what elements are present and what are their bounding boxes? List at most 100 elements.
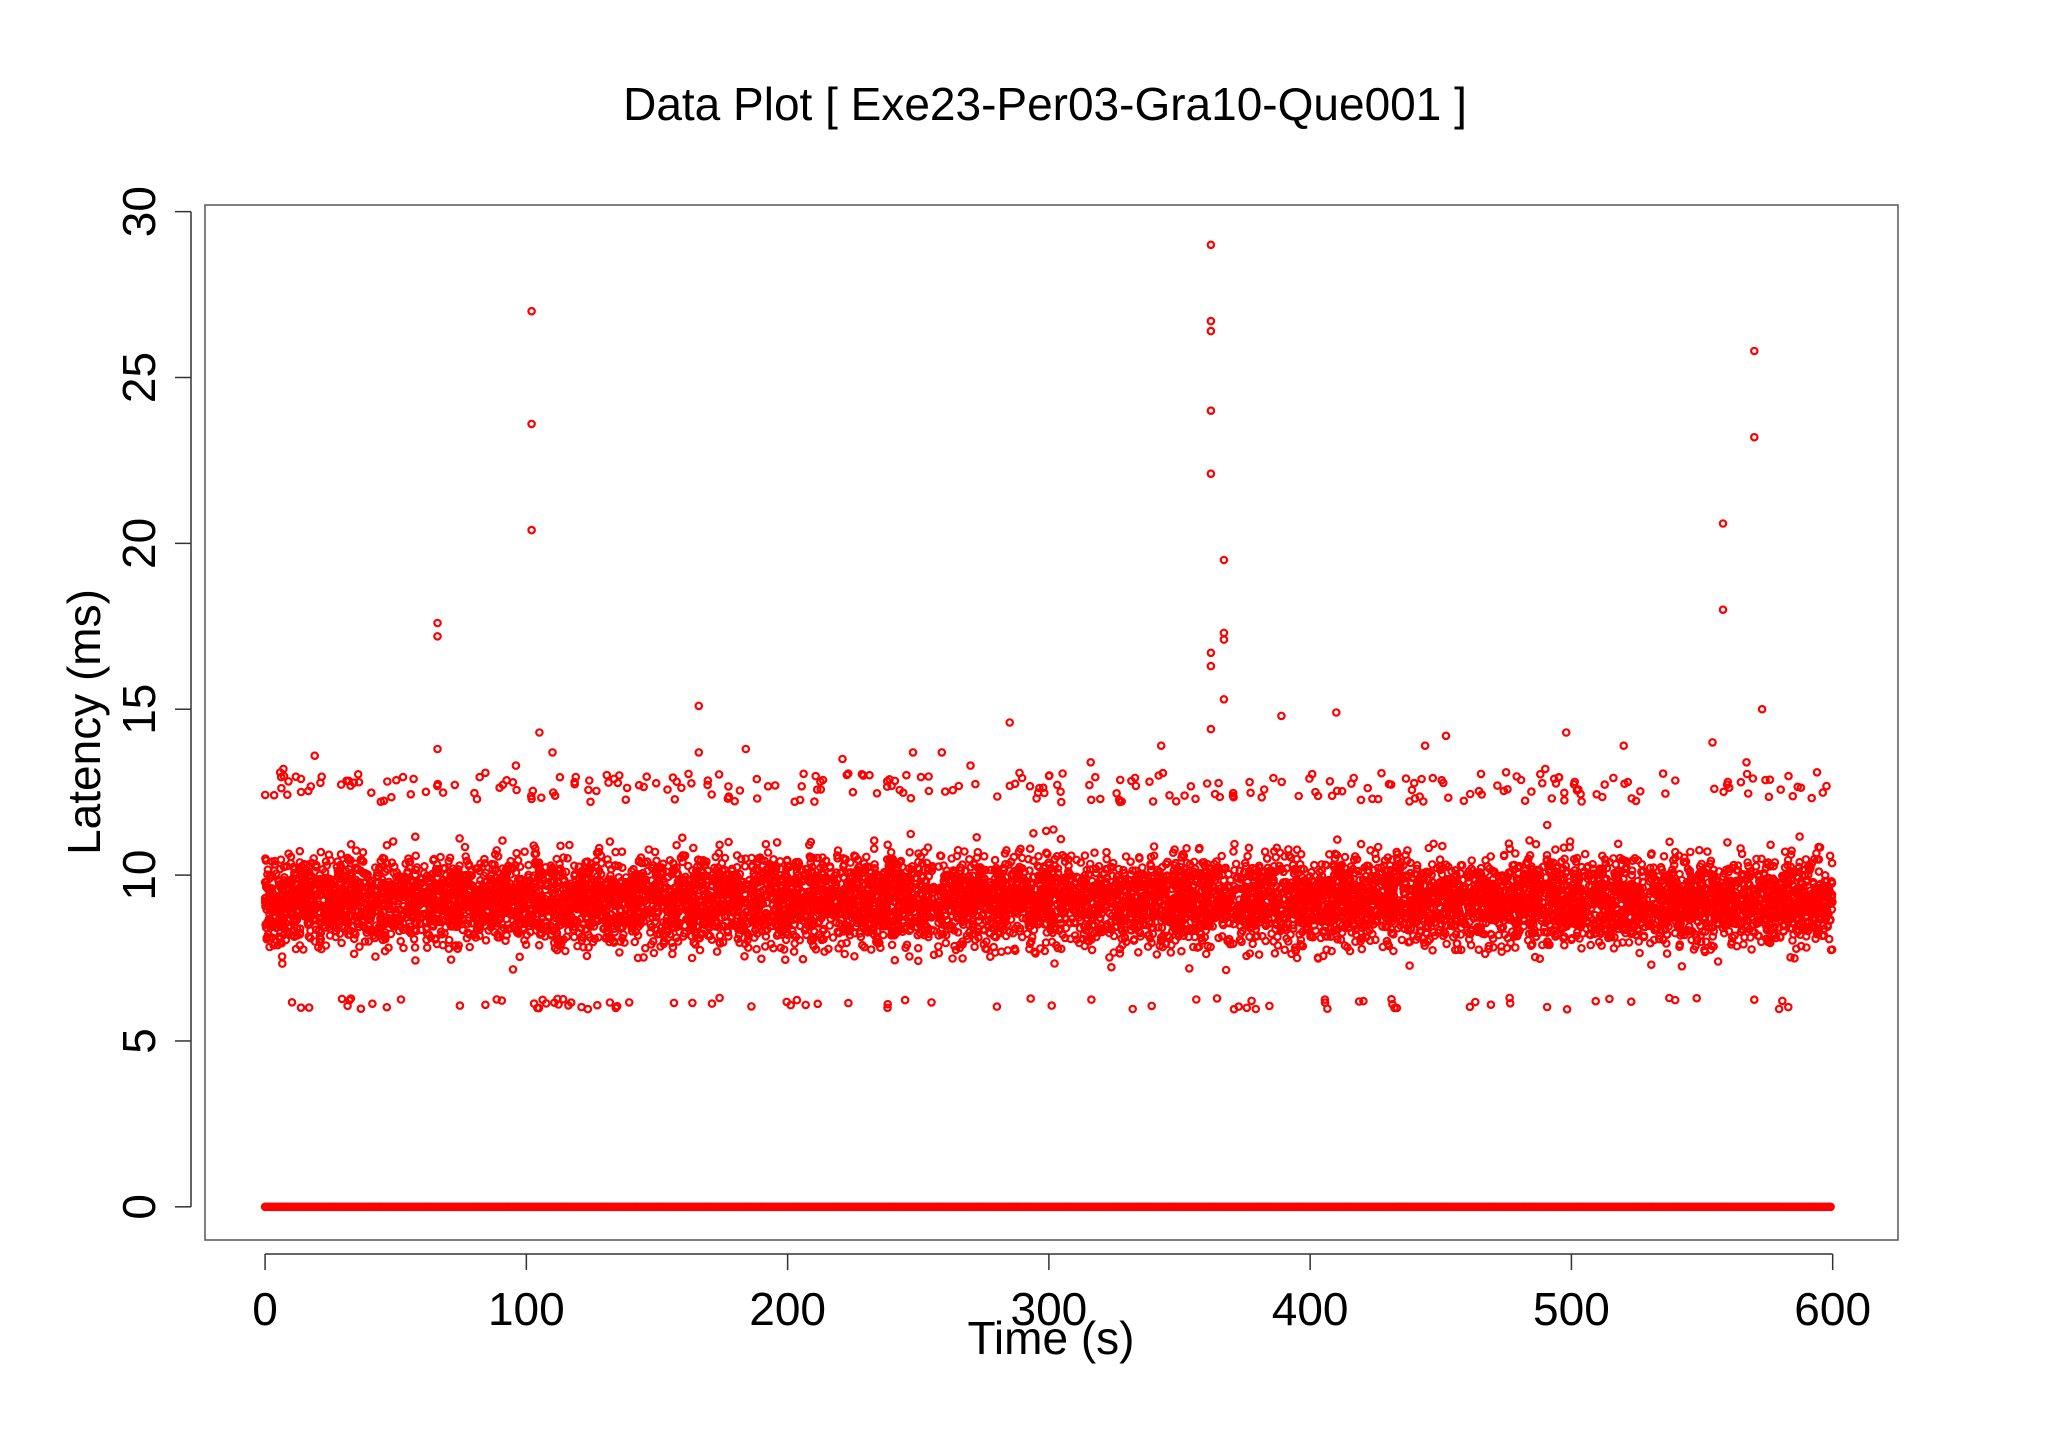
data-point: [584, 943, 593, 952]
data-point: [1168, 848, 1178, 858]
data-point: [869, 844, 879, 854]
data-point: [1424, 843, 1434, 853]
data-point: [1340, 852, 1350, 862]
data-point: [1647, 960, 1656, 970]
data-point: [1695, 845, 1704, 855]
plot-frame: [204, 204, 1899, 1241]
data-point: [1429, 839, 1438, 849]
data-point: [1206, 942, 1215, 952]
data-point: [1284, 845, 1293, 854]
data-point: [1814, 867, 1824, 876]
data-point: [763, 848, 773, 857]
data-point: [1484, 944, 1493, 954]
data-point: [1535, 895, 1544, 905]
data-point: [953, 927, 963, 937]
data-point: [1481, 855, 1490, 865]
data-point: [913, 943, 923, 953]
data-point: [1542, 820, 1552, 830]
data-point: [565, 840, 574, 850]
data-point: [1609, 854, 1618, 863]
data-point: [454, 941, 464, 950]
data-point: [615, 948, 624, 957]
data-point: [740, 951, 749, 961]
data-point: [1698, 927, 1707, 936]
data-point: [905, 952, 914, 961]
data-point: [1003, 946, 1013, 955]
data-point: [989, 942, 999, 952]
data-point: [552, 945, 562, 955]
data-point: [382, 840, 392, 850]
data-point: [1221, 965, 1231, 975]
data-point: [446, 955, 456, 964]
data-point: [970, 942, 979, 952]
data-point: [1815, 843, 1825, 852]
data-point: [1739, 939, 1748, 949]
data-point: [672, 840, 681, 850]
data-point: [732, 862, 742, 872]
data-point: [640, 943, 650, 953]
data-point: [1356, 839, 1366, 849]
data-point: [436, 852, 445, 862]
data-point: [938, 929, 948, 939]
data-point: [1345, 946, 1355, 956]
data-point: [1195, 843, 1204, 853]
data-point: [1340, 941, 1350, 950]
data-point: [969, 929, 979, 938]
data-point: [1134, 947, 1143, 957]
data-point: [1442, 939, 1451, 949]
data-point: [1289, 869, 1299, 878]
data-point: [842, 938, 851, 948]
data-point: [512, 848, 521, 858]
data-point: [611, 847, 620, 857]
data-point: [958, 954, 967, 963]
data-point: [1217, 851, 1227, 861]
data-point: [1686, 847, 1695, 857]
data-point: [853, 855, 863, 864]
data-point: [1040, 946, 1050, 956]
data-point: [968, 919, 978, 929]
data-point: [1229, 847, 1238, 856]
data-point: [850, 951, 859, 961]
data-point: [1441, 929, 1450, 939]
data-point: [295, 846, 305, 856]
data-point: [422, 943, 432, 953]
data-point: [1689, 945, 1699, 954]
data-point: [1244, 843, 1254, 853]
data-point: [1637, 867, 1646, 877]
data-point: [1121, 852, 1131, 861]
data-point: [1056, 834, 1066, 844]
data-point: [1292, 845, 1302, 855]
data-point: [1090, 848, 1099, 858]
data-point: [605, 837, 615, 846]
data-point: [1435, 855, 1445, 864]
data-point: [1708, 932, 1718, 941]
data-point: [410, 832, 420, 842]
data-point: [887, 940, 897, 950]
data-point: [695, 945, 705, 955]
data-point: [569, 861, 579, 871]
data-point: [724, 837, 733, 847]
data-point: [1280, 945, 1290, 955]
data-points: [260, 240, 1837, 1212]
data-point: [1034, 851, 1043, 861]
data-point: [1373, 842, 1383, 852]
data-point: [1779, 921, 1789, 931]
data-point: [740, 861, 750, 871]
data-point: [1336, 935, 1346, 945]
data-point: [1405, 961, 1414, 970]
data-point: [1166, 948, 1176, 957]
data-point: [1105, 953, 1114, 962]
data-point: [1112, 922, 1122, 932]
data-point: [1560, 940, 1569, 950]
data-point: [277, 959, 287, 968]
data-point: [444, 935, 454, 945]
data-point: [1649, 935, 1659, 945]
data-point: [1351, 930, 1361, 939]
data-point: [630, 937, 640, 947]
data-point: [1149, 851, 1159, 861]
data-point: [1292, 953, 1302, 963]
data-point: [677, 833, 687, 843]
data-point: [508, 965, 518, 974]
data-point: [618, 933, 627, 943]
data-point: [667, 938, 677, 948]
